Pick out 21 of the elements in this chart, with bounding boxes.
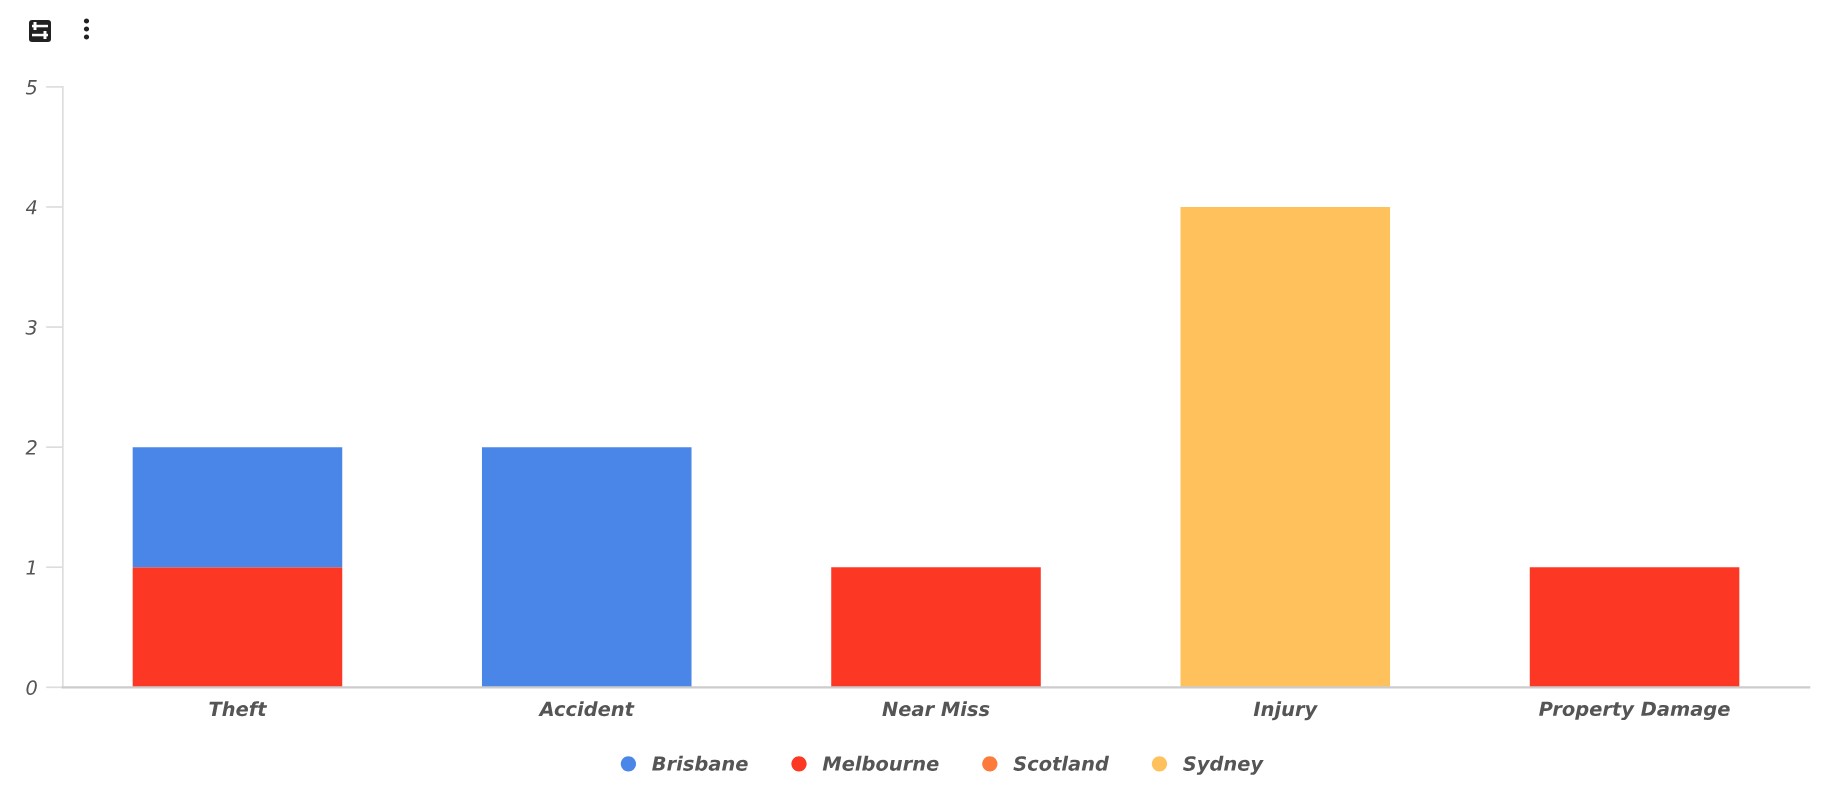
bar (831, 567, 1041, 688)
y-tick-label: 0 (26, 680, 37, 695)
legend-label: Brisbane (652, 755, 748, 771)
bar (132, 567, 343, 688)
x-tick-label: Injury (1253, 701, 1318, 721)
x-tick-label: Accident (538, 701, 635, 717)
bar (132, 447, 343, 568)
y-tick-label: 5 (25, 80, 37, 95)
legend-label: Sydney (1183, 755, 1264, 775)
bar (1529, 567, 1740, 688)
y-tick-label: 4 (25, 200, 37, 215)
legend-label: Scotland (1013, 755, 1110, 771)
y-tick-label: 3 (25, 320, 37, 335)
y-tick-label: 1 (26, 560, 35, 575)
bar (1180, 206, 1391, 688)
x-tick-label: Near Miss (882, 701, 990, 717)
y-tick-label: 2 (25, 440, 37, 455)
bar (481, 447, 692, 688)
x-tick-label: Theft (209, 701, 268, 717)
x-tick-label: Property Damage (1539, 701, 1730, 721)
legend-label: Melbourne (822, 755, 939, 771)
